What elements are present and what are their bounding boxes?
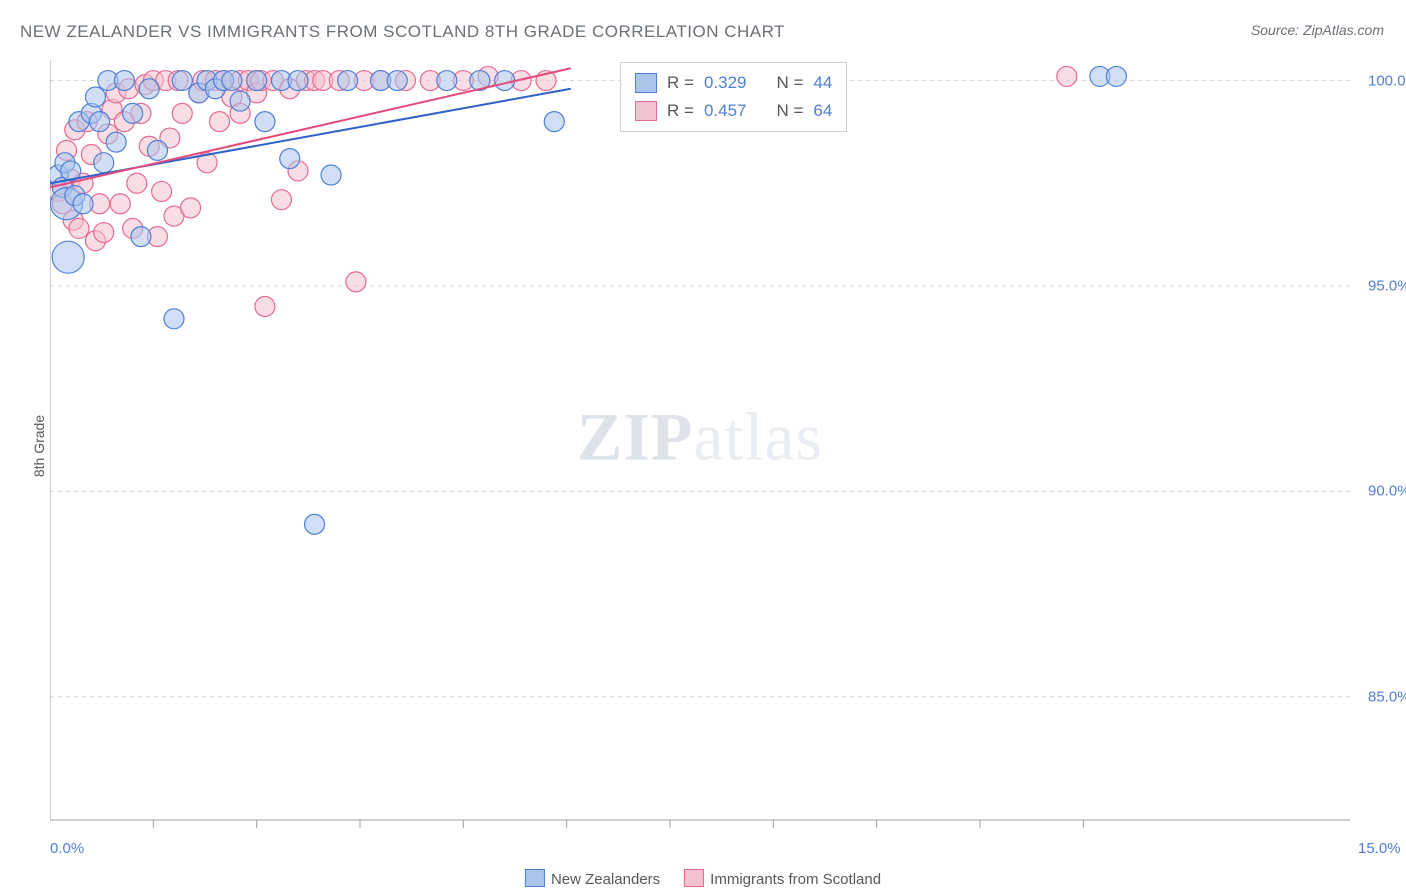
x-tick-label: 0.0% — [50, 840, 84, 857]
correlation-legend: R = 0.329 N = 44 R = 0.457 N = 64 — [620, 62, 847, 132]
watermark-atlas: atlas — [693, 399, 823, 475]
legend-swatch — [635, 73, 657, 93]
legend-n-label: N = — [776, 69, 803, 97]
legend-r-value: 0.329 — [704, 69, 747, 97]
x-tick-label: 15.0% — [1358, 840, 1401, 857]
legend-series-name: Immigrants from Scotland — [710, 871, 881, 888]
y-tick-label: 90.0% — [1368, 483, 1406, 500]
y-tick-label: 100.0% — [1368, 72, 1406, 89]
legend-n-value: 44 — [813, 69, 832, 97]
legend-item: New Zealanders — [525, 869, 660, 888]
series-legend: New Zealanders Immigrants from Scotland — [525, 869, 881, 888]
y-axis-label: 8th Grade — [31, 415, 47, 477]
legend-n-label: N = — [776, 97, 803, 125]
legend-r-label: R = — [667, 69, 694, 97]
legend-swatch — [525, 869, 545, 887]
legend-row: R = 0.457 N = 64 — [635, 97, 832, 125]
chart-title: NEW ZEALANDER VS IMMIGRANTS FROM SCOTLAN… — [20, 22, 785, 42]
watermark-zip: ZIP — [577, 399, 693, 475]
legend-item: Immigrants from Scotland — [684, 869, 881, 888]
legend-r-value: 0.457 — [704, 97, 747, 125]
legend-series-name: New Zealanders — [551, 871, 660, 888]
y-tick-label: 95.0% — [1368, 277, 1406, 294]
legend-row: R = 0.329 N = 44 — [635, 69, 832, 97]
legend-n-value: 64 — [813, 97, 832, 125]
watermark: ZIPatlas — [577, 398, 823, 477]
source-attribution: Source: ZipAtlas.com — [1251, 22, 1384, 38]
legend-swatch — [684, 869, 704, 887]
y-tick-label: 85.0% — [1368, 688, 1406, 705]
plot-area: ZIPatlas R = 0.329 N = 44 R = 0.457 N = 64 — [50, 60, 1350, 830]
legend-swatch — [635, 101, 657, 121]
legend-r-label: R = — [667, 97, 694, 125]
